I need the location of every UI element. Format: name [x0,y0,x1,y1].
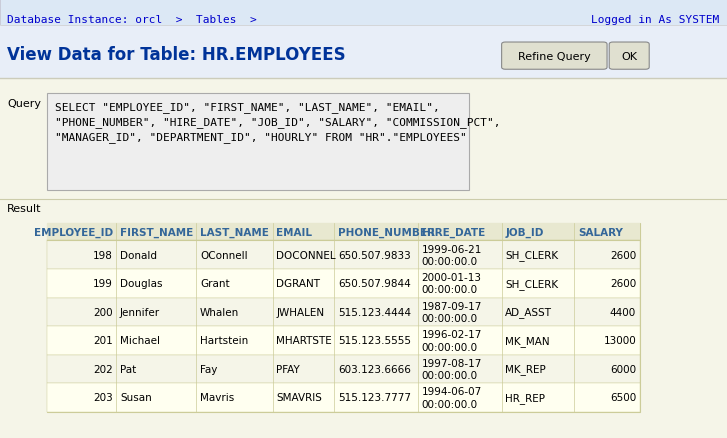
Text: 4400: 4400 [610,307,636,317]
Text: EMAIL: EMAIL [276,227,313,237]
Text: 1999-06-21
00:00:00.0: 1999-06-21 00:00:00.0 [422,244,482,266]
Text: 2600: 2600 [610,279,636,289]
Bar [47,223,640,412]
Bar [47,298,640,326]
Text: 203: 203 [93,392,113,403]
Text: SH_CLERK: SH_CLERK [505,250,558,261]
Bar [0,79,727,438]
Text: Donald: Donald [120,250,157,260]
Text: 2000-01-13
00:00:00.0: 2000-01-13 00:00:00.0 [422,272,482,295]
Bar [47,94,469,191]
Bar [47,223,640,241]
Text: MK_MAN: MK_MAN [505,335,550,346]
Text: OConnell: OConnell [200,250,248,260]
Text: Pat: Pat [120,364,136,374]
Text: 201: 201 [93,336,113,346]
Text: PHONE_NUMBER: PHONE_NUMBER [338,227,435,237]
Text: 650.507.9833: 650.507.9833 [338,250,411,260]
Text: LAST_NAME: LAST_NAME [200,227,269,237]
Text: Whalen: Whalen [200,307,239,317]
Text: MK_REP: MK_REP [505,364,546,374]
Text: SMAVRIS: SMAVRIS [276,392,322,403]
Text: PFAY: PFAY [276,364,300,374]
Bar [47,355,640,383]
Text: JWHALEN: JWHALEN [276,307,324,317]
Text: SELECT "EMPLOYEE_ID", "FIRST_NAME", "LAST_NAME", "EMAIL",
"PHONE_NUMBER", "HIRE_: SELECT "EMPLOYEE_ID", "FIRST_NAME", "LAS… [55,102,500,143]
Text: Hartstein: Hartstein [200,336,248,346]
Text: 515.123.5555: 515.123.5555 [338,336,411,346]
Bar [47,326,640,355]
Bar [0,26,727,79]
Text: Query: Query [7,99,41,109]
Text: 202: 202 [93,364,113,374]
Text: 1987-09-17
00:00:00.0: 1987-09-17 00:00:00.0 [422,301,482,323]
Text: Grant: Grant [200,279,230,289]
Text: SALARY: SALARY [578,227,623,237]
Text: 13000: 13000 [603,336,636,346]
Text: 1994-06-07
00:00:00.0: 1994-06-07 00:00:00.0 [422,386,482,409]
Text: Susan: Susan [120,392,152,403]
Text: HR_REP: HR_REP [505,392,545,403]
Text: OK: OK [621,52,638,61]
Text: FIRST_NAME: FIRST_NAME [120,227,193,237]
Text: Fay: Fay [200,364,217,374]
Bar [47,269,640,298]
Text: 6000: 6000 [610,364,636,374]
Text: MHARTSTE: MHARTSTE [276,336,332,346]
Text: 1997-08-17
00:00:00.0: 1997-08-17 00:00:00.0 [422,358,482,380]
Text: Refine Query: Refine Query [518,52,591,61]
Text: AD_ASST: AD_ASST [505,307,553,318]
Bar [47,383,640,412]
Text: SH_CLERK: SH_CLERK [505,278,558,289]
Text: Database Instance: orcl  >  Tables  >: Database Instance: orcl > Tables > [7,15,257,25]
Text: JOB_ID: JOB_ID [505,227,544,237]
Text: EMPLOYEE_ID: EMPLOYEE_ID [33,227,113,237]
FancyBboxPatch shape [502,43,607,70]
Bar [47,241,640,269]
Text: 650.507.9844: 650.507.9844 [338,279,411,289]
Bar [0,0,727,53]
Text: 2600: 2600 [610,250,636,260]
Text: DGRANT: DGRANT [276,279,321,289]
Text: 515.123.7777: 515.123.7777 [338,392,411,403]
Text: Douglas: Douglas [120,279,162,289]
Text: 199: 199 [93,279,113,289]
FancyBboxPatch shape [609,43,649,70]
Text: 198: 198 [93,250,113,260]
Text: HIRE_DATE: HIRE_DATE [422,227,485,237]
Text: 1996-02-17
00:00:00.0: 1996-02-17 00:00:00.0 [422,329,482,352]
Text: 6500: 6500 [610,392,636,403]
Text: 603.123.6666: 603.123.6666 [338,364,411,374]
Text: Michael: Michael [120,336,160,346]
Text: Mavris: Mavris [200,392,234,403]
Text: 200: 200 [93,307,113,317]
Text: View Data for Table: HR.EMPLOYEES: View Data for Table: HR.EMPLOYEES [7,46,346,64]
Text: DOCONNEL: DOCONNEL [276,250,336,260]
Text: 515.123.4444: 515.123.4444 [338,307,411,317]
Text: Result: Result [7,203,41,213]
Text: Jennifer: Jennifer [120,307,160,317]
Text: Logged in As SYSTEM: Logged in As SYSTEM [592,15,720,25]
